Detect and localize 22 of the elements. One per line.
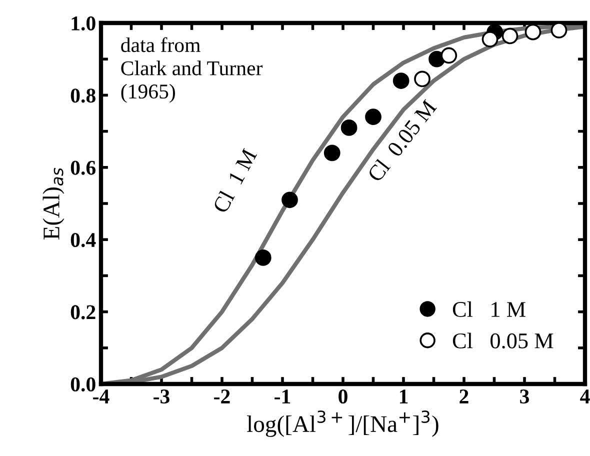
x-tick-label: 1 bbox=[400, 390, 408, 404]
x-tick-label: -4 bbox=[93, 390, 110, 404]
y-tick-label: 0.8 bbox=[70, 88, 96, 103]
x-tick-label: 3 bbox=[520, 390, 529, 404]
legend-label: Cl 1 M bbox=[452, 301, 526, 317]
annotation: Cl 0.05 M bbox=[366, 98, 438, 183]
legend-label: Cl 0.05 M bbox=[452, 332, 554, 348]
x-tick-label: 0 bbox=[338, 389, 348, 404]
y-tick-label: 0.2 bbox=[70, 305, 96, 320]
y-tick-label: 0.0 bbox=[70, 377, 96, 392]
x-tick-label: -3 bbox=[154, 390, 170, 404]
y-tick-label: 0.6 bbox=[70, 160, 96, 175]
annotation: data from Clark and Turner (1965) bbox=[121, 37, 263, 103]
annotation: Cl 1 M bbox=[212, 147, 258, 214]
x-tick-label: 4 bbox=[580, 390, 590, 404]
x-tick-label: -2 bbox=[214, 390, 230, 404]
y-axis-title: E(Al)$_{as}$ bbox=[42, 168, 64, 240]
y-tick-label: 0.4 bbox=[70, 232, 96, 248]
x-tick-label: 2 bbox=[460, 390, 468, 404]
y-tick-label: 1.0 bbox=[72, 16, 96, 31]
x-axis-title: log([Al$^{3+}$]/[Na$^{+}$]$^{3}$) bbox=[247, 410, 438, 437]
x-tick-label: -1 bbox=[274, 390, 290, 404]
